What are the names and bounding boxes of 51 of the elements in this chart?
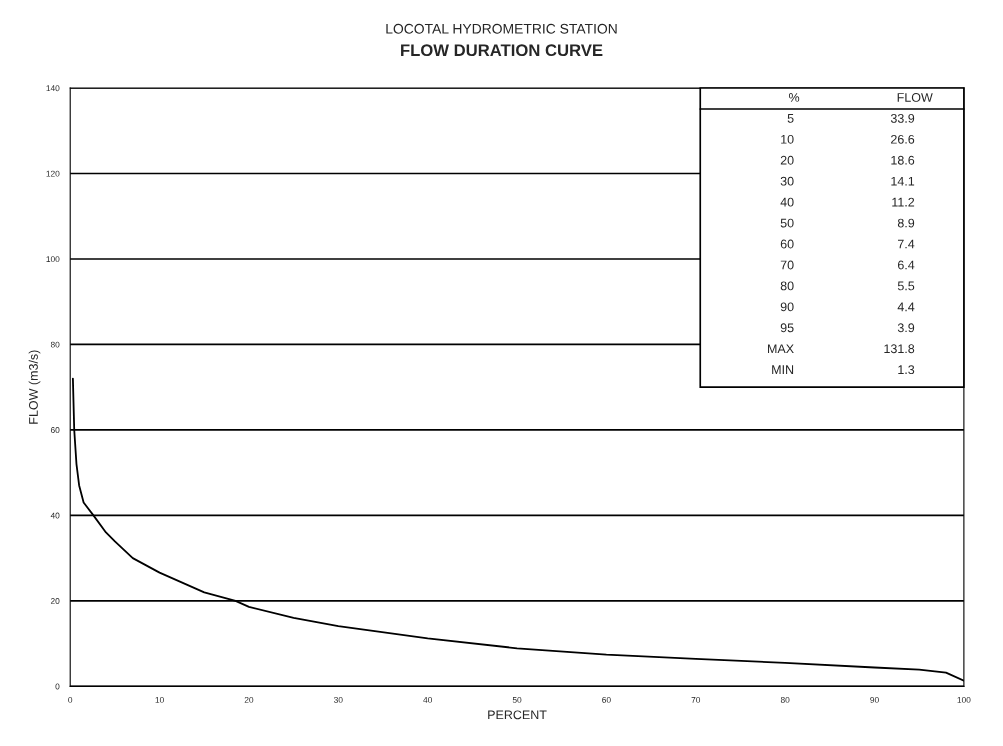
annotation: 14.1	[891, 176, 915, 186]
annotation: 4.4	[897, 302, 915, 312]
x-tick-label: 60	[602, 696, 611, 703]
annotation: 50	[780, 218, 794, 228]
annotation: 18.6	[891, 155, 915, 165]
x-tick-label: 0	[68, 696, 73, 703]
annotation: %	[788, 93, 800, 102]
annotation: 3.9	[897, 323, 915, 333]
x-axis-title: PERCENT	[488, 710, 547, 720]
annotation: MIN	[772, 365, 794, 374]
y-tick-label: 120	[46, 170, 60, 177]
annotation: 60	[780, 239, 794, 249]
y-tick-label: 40	[50, 512, 60, 519]
y-tick-label: 140	[46, 85, 60, 92]
annotation: 10	[781, 134, 794, 144]
annotation: FLOW	[897, 93, 933, 102]
y-tick-label: 80	[50, 341, 60, 348]
x-tick-label: 70	[691, 696, 701, 703]
annotation: 8.9	[897, 218, 915, 228]
annotation: MAX	[768, 344, 794, 354]
annotation: 5.5	[897, 281, 915, 291]
annotation: 20	[780, 155, 794, 165]
annotation: 70	[780, 260, 794, 270]
x-tick-label: 20	[244, 696, 254, 703]
annotation: 5	[787, 114, 794, 123]
y-tick-label: 100	[46, 256, 60, 263]
annotation: 90	[780, 302, 794, 312]
chart-subtitle: FLOW DURATION CURVE	[401, 44, 603, 57]
annotation: 131.8	[884, 344, 915, 354]
x-tick-label: 100	[957, 696, 971, 703]
x-tick-label: 80	[780, 696, 790, 703]
x-tick-label: 40	[423, 696, 432, 703]
annotation: 6.4	[897, 260, 915, 270]
y-tick-label: 20	[50, 598, 60, 604]
annotation: 33.9	[890, 113, 915, 123]
annotation: 11.2	[892, 197, 915, 207]
annotation: 40	[780, 197, 794, 207]
x-tick-label: 90	[870, 696, 879, 703]
y-axis-title: FLOW (m3/s)	[28, 350, 41, 424]
x-tick-label: 30	[334, 696, 343, 703]
x-tick-label: 50	[512, 696, 522, 703]
annotation: 1.3	[898, 365, 915, 375]
chart-title: LOCOTAL HYDROMETRIC STATION	[386, 23, 617, 34]
x-tick-label: 10	[155, 696, 164, 703]
annotation: 26.6	[891, 134, 915, 144]
y-tick-label: 60	[50, 427, 60, 434]
annotation: 80	[780, 281, 794, 291]
annotation: 95	[780, 323, 794, 333]
annotation: 7.4	[898, 239, 915, 249]
y-tick-label: 0	[55, 683, 60, 690]
annotation: 30	[780, 176, 794, 186]
